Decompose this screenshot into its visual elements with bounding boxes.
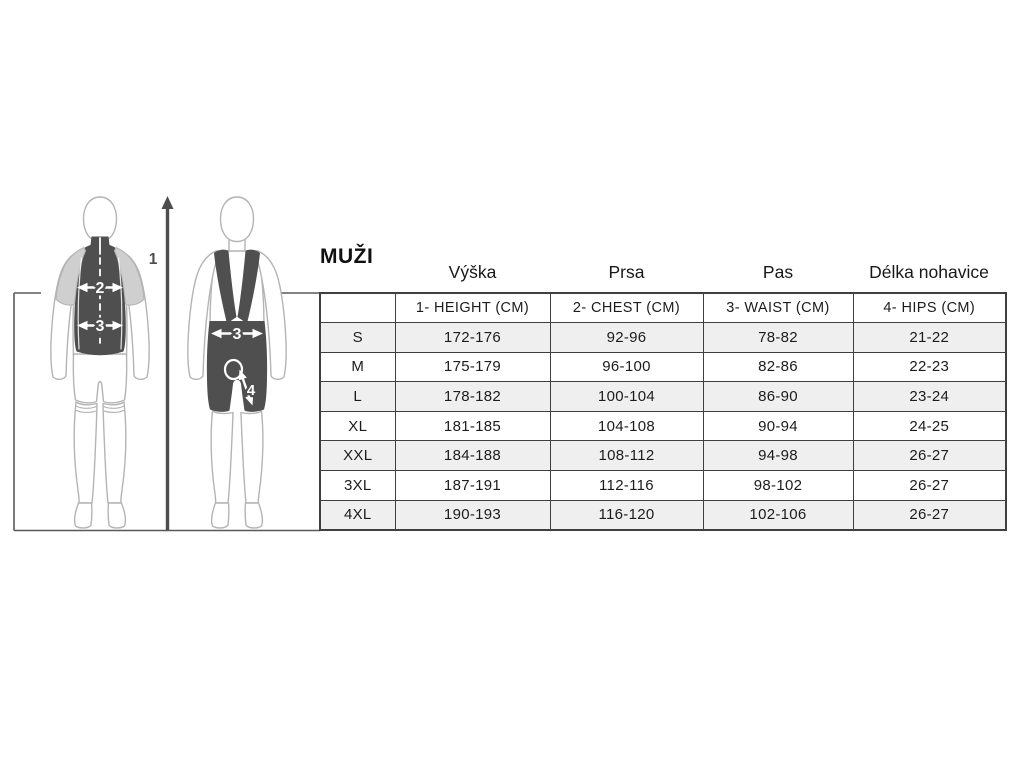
strap <box>214 249 237 324</box>
male-figure-jersey: 2 3 <box>50 196 150 529</box>
value-cell: 26-27 <box>852 499 1007 531</box>
value-cell: 108-112 <box>549 440 704 471</box>
table-row: 3XL 187-191 112-116 98-102 26-27 <box>319 469 1007 501</box>
page-title: MUŽI <box>320 245 374 268</box>
table-row: L 178-182 100-104 86-90 23-24 <box>319 381 1007 412</box>
column-label-waist-local: Pas <box>762 262 794 282</box>
value-cell: 112-116 <box>549 469 704 501</box>
head <box>82 196 118 243</box>
foot <box>210 502 230 529</box>
corner-cell <box>319 292 396 323</box>
arrow-right-icon <box>112 282 123 293</box>
value-cell: 92-96 <box>549 322 704 353</box>
strap <box>237 249 260 324</box>
value-cell: 98-102 <box>702 469 854 501</box>
sleeve <box>114 247 145 306</box>
male-figure-bib-shorts: 3 4 <box>187 196 287 529</box>
value-cell: 78-82 <box>702 322 854 353</box>
size-cell: 4XL <box>319 499 396 531</box>
value-cell: 102-106 <box>702 499 854 531</box>
foot <box>73 502 93 529</box>
value-cell: 96-100 <box>549 351 704 383</box>
waist-measure-label: 3 <box>233 326 242 343</box>
table-header-row: 1- HEIGHT (CM) 2- CHEST (CM) 3- WAIST (C… <box>319 292 1007 323</box>
size-cell: 3XL <box>319 469 396 501</box>
value-cell: 21-22 <box>852 322 1007 353</box>
size-cell: S <box>319 322 396 353</box>
waist-arrow: 3 <box>211 324 263 346</box>
measurement-diagram: 1 <box>13 196 320 532</box>
value-cell: 190-193 <box>394 499 551 531</box>
value-cell: 178-182 <box>394 381 551 412</box>
size-table: 1- HEIGHT (CM) 2- CHEST (CM) 3- WAIST (C… <box>319 292 1007 532</box>
arrow-up-icon <box>238 369 247 381</box>
arrow-left-icon <box>211 328 222 339</box>
size-cell: L <box>319 381 396 412</box>
value-cell: 184-188 <box>394 440 551 471</box>
column-header-waist: 3- WAIST (CM) <box>702 292 854 323</box>
value-cell: 23-24 <box>852 381 1007 412</box>
height-arrow: 1 <box>149 196 174 530</box>
arrow-up-icon <box>161 196 174 209</box>
waist-measure-label: 3 <box>96 318 105 335</box>
value-cell: 175-179 <box>394 351 551 383</box>
value-cell: 94-98 <box>702 440 854 471</box>
value-cell: 187-191 <box>394 469 551 501</box>
value-cell: 116-120 <box>549 499 704 531</box>
waist-arrow: 3 <box>77 316 123 338</box>
table-row: 4XL 190-193 116-120 102-106 26-27 <box>319 499 1007 531</box>
table-row: XXL 184-188 108-112 94-98 26-27 <box>319 440 1007 471</box>
column-header-height: 1- HEIGHT (CM) <box>394 292 551 323</box>
value-cell: 26-27 <box>852 469 1007 501</box>
height-measure-label: 1 <box>149 251 158 268</box>
bib-shorts <box>206 249 268 412</box>
arrow-left-icon <box>77 320 88 331</box>
arrow-down-icon <box>245 394 254 406</box>
chest-measure-label: 2 <box>96 280 105 297</box>
crotch-circle-icon <box>223 358 244 381</box>
column-label-height-local: Výška <box>448 262 497 282</box>
inseam-measure-label: 4 <box>247 382 256 399</box>
arrow-right-icon <box>112 320 123 331</box>
size-cell: M <box>319 351 396 383</box>
arrow-right-icon <box>252 328 263 339</box>
arrow-left-icon <box>77 282 88 293</box>
value-cell: 90-94 <box>702 410 854 442</box>
column-header-chest: 2- CHEST (CM) <box>549 292 704 323</box>
table-row: M 175-179 96-100 82-86 22-23 <box>319 351 1007 383</box>
inseam-arrow: 4 <box>223 358 258 406</box>
head <box>219 196 255 243</box>
value-cell: 104-108 <box>549 410 704 442</box>
table-row: XL 181-185 104-108 90-94 24-25 <box>319 410 1007 442</box>
size-cell: XXL <box>319 440 396 471</box>
value-cell: 86-90 <box>702 381 854 412</box>
foot <box>107 502 127 529</box>
value-cell: 22-23 <box>852 351 1007 383</box>
column-label-hips-local: Délka nohavice <box>869 262 989 282</box>
value-cell: 24-25 <box>852 410 1007 442</box>
column-header-hips: 4- HIPS (CM) <box>852 292 1007 323</box>
value-cell: 100-104 <box>549 381 704 412</box>
value-cell: 172-176 <box>394 322 551 353</box>
table-row: S 172-176 92-96 78-82 21-22 <box>319 322 1007 353</box>
size-cell: XL <box>319 410 396 442</box>
value-cell: 26-27 <box>852 440 1007 471</box>
column-label-chest-local: Prsa <box>608 262 645 282</box>
sleeve <box>55 247 86 306</box>
chest-arrow: 2 <box>77 278 123 300</box>
value-cell: 181-185 <box>394 410 551 442</box>
value-cell: 82-86 <box>702 351 854 383</box>
foot <box>244 502 264 529</box>
shorts-white <box>72 353 128 404</box>
